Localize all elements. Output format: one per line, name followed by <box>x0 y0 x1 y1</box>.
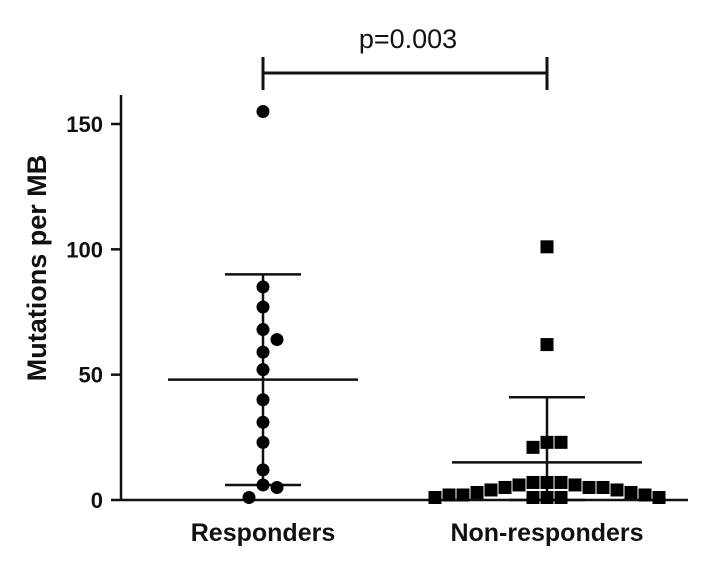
data-point <box>256 323 270 337</box>
data-point <box>242 490 256 504</box>
x-categories: Responders Non-responders <box>191 519 644 547</box>
data-point <box>624 485 638 499</box>
y-axis-label: Mutations per MB <box>22 155 52 382</box>
data-point <box>442 488 456 502</box>
data-point <box>596 480 610 494</box>
data-point <box>540 240 554 254</box>
data-point <box>498 480 512 494</box>
data-point <box>540 435 554 449</box>
data-point <box>256 300 270 314</box>
data-point <box>540 490 554 504</box>
data-point <box>652 490 666 504</box>
x-category-label: Responders <box>191 519 335 547</box>
y-ticks: 0 50 100 150 <box>66 112 121 513</box>
data-point <box>256 363 270 377</box>
data-point <box>256 393 270 407</box>
data-point <box>540 338 554 352</box>
p-value-annotation: p=0.003 <box>359 24 457 54</box>
data-point <box>256 345 270 359</box>
y-tick-label: 150 <box>66 112 103 137</box>
y-tick-label: 50 <box>79 363 103 388</box>
data-point <box>456 488 470 502</box>
data-points <box>242 104 666 504</box>
data-point <box>270 333 284 347</box>
data-point <box>554 490 568 504</box>
data-point <box>554 475 568 489</box>
data-point <box>638 488 652 502</box>
data-point <box>256 435 270 449</box>
data-point <box>428 490 442 504</box>
data-point <box>554 435 568 449</box>
data-point <box>256 478 270 492</box>
data-point <box>256 415 270 429</box>
data-point <box>526 475 540 489</box>
data-point <box>256 104 270 118</box>
data-point <box>526 440 540 454</box>
data-point <box>484 483 498 497</box>
data-point <box>582 480 596 494</box>
data-point <box>526 490 540 504</box>
significance-bracket <box>261 57 549 90</box>
y-tick-label: 100 <box>66 237 103 262</box>
data-point <box>256 463 270 477</box>
data-point <box>568 478 582 492</box>
data-point <box>270 480 284 494</box>
data-point <box>540 475 554 489</box>
data-point <box>470 485 484 499</box>
y-tick-label: 0 <box>91 488 103 513</box>
x-category-label: Non-responders <box>450 519 643 547</box>
data-point <box>512 478 526 492</box>
data-point <box>256 280 270 294</box>
data-point <box>610 483 624 497</box>
error-bars <box>168 273 642 502</box>
